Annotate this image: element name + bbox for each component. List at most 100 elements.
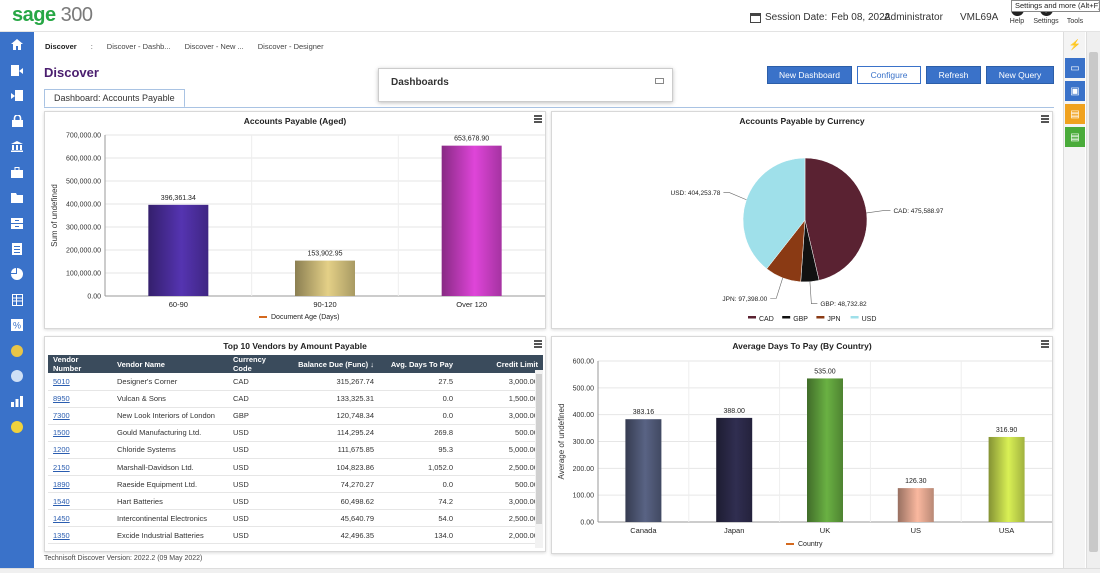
x-tick-label: Canada [630,526,657,535]
column-header-sorted[interactable]: Balance Due (Func) ↓ [290,355,379,373]
vendor-number-link[interactable]: 5010 [53,376,70,386]
bank-icon[interactable] [0,134,34,160]
vendor-number-link[interactable]: 1200 [53,445,70,455]
page-scrollbar[interactable] [1086,32,1100,573]
y-tick-label: 0.00 [580,520,594,527]
table-cell: 42,496.35 [290,526,379,545]
percent-icon[interactable]: % [0,313,34,339]
table-scrollbar[interactable] [535,370,543,548]
window-settings-icon[interactable]: ▣ [1065,81,1085,101]
data-label: 316.90 [996,427,1018,434]
bar-chart-icon[interactable] [0,389,34,415]
table-row[interactable]: 7300 New Look Interiors of London GBP 120,7… [48,407,543,425]
table-cell: 3,000.00 [458,407,543,425]
coin-icon[interactable] [0,415,34,441]
tools-label: Tools [1066,18,1084,25]
column-header[interactable]: Credit Limit [458,355,543,373]
table-row[interactable]: 1540 Hart Batteries USD 60,498.62 74.2 3,000.… [48,492,543,511]
new-dashboard-button[interactable]: New Dashboard [767,66,852,84]
table-row[interactable]: 1890 Raeside Equipment Ltd. USD 74,270.27 0.… [48,475,543,494]
session-label: Session Date: [765,12,828,23]
vendor-number-link[interactable]: 1890 [53,479,70,489]
folder-icon[interactable] [0,185,34,211]
table-cell: 95.3 [379,441,458,459]
vendor-number-link[interactable]: 8950 [53,394,70,404]
breadcrumb-item[interactable]: Discover - New ... [184,42,244,51]
slice-leader-line [723,192,747,201]
table-row[interactable]: 5010 Designer's Corner CAD 315,267.74 27.5 3,… [48,373,543,391]
inbox-icon[interactable] [0,211,34,237]
window-icon[interactable]: ▭ [1065,58,1085,78]
table-cell: 1500 [48,424,112,442]
legend-swatch [786,543,794,545]
column-header[interactable]: Vendor Name [112,355,228,373]
table-cell: 1,500.00 [458,390,543,408]
briefcase-icon[interactable] [0,160,34,186]
table-cell: 133,325.31 [290,390,379,408]
column-header[interactable]: Avg. Days To Pay [379,355,458,373]
pie-slice [804,157,868,281]
table-row[interactable]: 1200 Chloride Systems USD 111,675.85 95.3 5,0… [48,441,543,459]
bar [807,378,843,522]
minimize-icon[interactable] [655,78,664,84]
company-name[interactable]: VML69A [960,12,999,23]
table-row[interactable]: 1450 Intercontinental Electronics USD 45,64… [48,509,543,528]
y-tick-label: 600,000.00 [66,156,101,163]
menu-icon[interactable] [1041,340,1049,349]
table-cell: 7300 [48,407,112,425]
excel-icon[interactable]: ▤ [1065,127,1085,147]
table-row[interactable]: 1350 Excide Industrial Batteries USD 42,496… [48,526,543,545]
column-header[interactable]: Currency Code [228,355,290,373]
configure-button[interactable]: Configure [857,66,921,84]
table-scroll-thumb[interactable] [536,374,542,524]
table-row[interactable]: 8950 Vulcan & Sons CAD 133,325.31 0.0 1,500.0… [48,390,543,408]
table-cell: 1,052.0 [379,458,458,477]
bar [148,204,209,296]
breadcrumb-item[interactable]: Discover - Designer [257,42,324,51]
y-tick-label: 100,000.00 [66,271,101,278]
ar-entry-icon[interactable] [0,83,34,109]
new-query-button[interactable]: New Query [986,66,1054,84]
y-tick-label: 200.00 [573,466,595,473]
menu-icon[interactable] [534,340,542,349]
vendor-number-link[interactable]: 1450 [53,513,70,523]
table-cell: 2150 [48,458,112,477]
document-icon[interactable] [0,236,34,262]
ledger-icon[interactable] [0,287,34,313]
breadcrumb-item[interactable]: Discover - Dashb... [106,42,171,51]
table-row[interactable]: 1500 Gould Manufacturing Ltd. USD 114,295.2… [48,424,543,442]
calendar-icon [750,12,761,23]
sun-icon[interactable] [0,338,34,364]
column-header[interactable]: Vendor Number [48,355,112,373]
pdf-icon[interactable]: ▤ [1065,104,1085,124]
globe-icon[interactable] [0,364,34,390]
tab-accounts-payable[interactable]: Dashboard: Accounts Payable [44,89,185,108]
vendor-number-link[interactable]: 7300 [53,411,70,421]
table-cell: 2,500.00 [458,509,543,528]
vendor-number-link[interactable]: 2150 [53,462,70,472]
menu-icon[interactable] [534,115,542,124]
vendor-number-link[interactable]: 1540 [53,496,70,506]
table-cell: Designer's Corner [112,373,228,391]
pie-chart-icon[interactable] [0,262,34,288]
sage-logo[interactable]: sage 300 [12,4,93,27]
y-tick-label: 600.00 [573,359,595,366]
table-cell: 5,000.00 [458,441,543,459]
vendor-number-link[interactable]: 1500 [53,428,70,438]
scroll-thumb[interactable] [1089,52,1098,552]
chart-title: Average Days To Pay (By Country) [732,341,872,351]
lightning-icon[interactable]: ⚡ [1068,39,1082,51]
ap-entry-icon[interactable] [0,58,34,84]
menu-icon[interactable] [1041,115,1049,124]
table-header-row: Vendor Number Vendor Name Currency Code … [48,355,543,373]
home-icon[interactable] [0,32,34,58]
session-date[interactable]: Session Date: Feb 08, 2022 [750,12,890,23]
refresh-button[interactable]: Refresh [926,66,981,84]
session-date-value: Feb 08, 2022 [831,12,891,23]
breadcrumb-item[interactable]: Discover [45,42,77,51]
vendor-number-link[interactable]: 1350 [53,530,70,540]
table-cell: USD [228,526,290,545]
user-name[interactable]: Administrator [884,12,943,23]
table-row[interactable]: 2150 Marshall-Davidson Ltd. USD 104,823.86 1… [48,458,543,477]
lock-icon[interactable] [0,109,34,135]
